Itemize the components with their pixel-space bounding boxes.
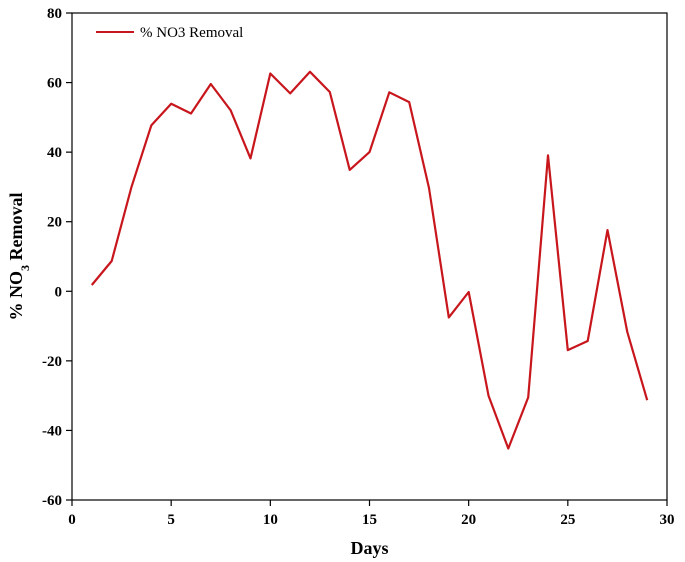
legend-label: % NO3 Removal <box>140 25 243 41</box>
legend: % NO3 Removal <box>96 25 243 41</box>
x-tick-label: 20 <box>461 512 476 528</box>
x-tick-label: 10 <box>263 512 278 528</box>
y-axis-label: % NO3 Removal <box>6 193 32 321</box>
x-axis-label: Days <box>350 538 388 558</box>
x-tick-label: 30 <box>660 512 675 528</box>
series-layer <box>90 70 649 450</box>
y-axis-ticks: -60 -40 -20 0 20 40 60 80 <box>42 6 72 509</box>
y-tick-label: 60 <box>47 76 62 92</box>
y-tick-label: 0 <box>55 284 63 300</box>
x-tick-label: 5 <box>167 512 175 528</box>
x-tick-label: 15 <box>362 512 377 528</box>
y-tick-label: 80 <box>47 6 62 22</box>
y-axis-label-subscript: 3 <box>18 265 32 271</box>
y-tick-label: -60 <box>42 493 62 509</box>
y-tick-label: 20 <box>47 215 62 231</box>
y-tick-label: -40 <box>42 423 62 439</box>
y-axis-label-suffix: Removal <box>6 193 26 265</box>
x-tick-label: 25 <box>560 512 575 528</box>
y-tick-label: 40 <box>47 145 62 161</box>
y-axis-label-prefix: % NO <box>6 271 26 321</box>
x-tick-label: 0 <box>68 512 76 528</box>
plot-frame <box>71 12 668 501</box>
y-tick-label: -20 <box>42 354 62 370</box>
series-line <box>90 70 649 450</box>
x-axis-ticks: 0 5 10 15 20 25 30 <box>68 500 675 528</box>
